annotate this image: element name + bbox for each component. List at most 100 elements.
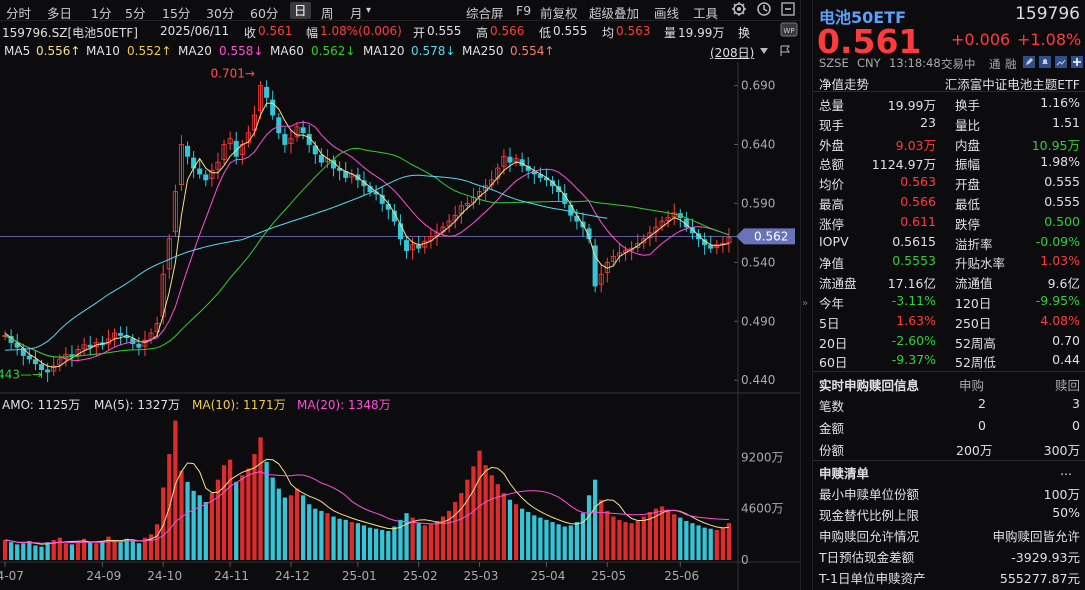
kline-chart[interactable]: 0.690 0.640 0.590 0.540 0.490 0.440 0.562 0.701… (0, 0, 800, 590)
candle-body (507, 156, 513, 163)
volume-tick-label: 0 (741, 553, 749, 567)
chart-icon[interactable] (1055, 56, 1067, 71)
candle-body (197, 168, 203, 175)
stat-value: 0.611 (900, 213, 936, 229)
redemption-row-label: T-1日单位申赎资产 (819, 571, 926, 586)
period-tab-5min[interactable]: 5分 (125, 6, 146, 21)
period-tab-fenshi[interactable]: 分时 (6, 6, 32, 21)
volume-bar (118, 542, 123, 560)
period-tab-15min[interactable]: 15分 (162, 6, 191, 21)
date-tick-label: 24-07 (0, 569, 24, 583)
candle-body (136, 343, 142, 348)
wp-badge-icon[interactable]: WP (780, 22, 798, 41)
gear-icon[interactable] (731, 1, 747, 20)
redemption-title: 申赎清单 (819, 466, 870, 481)
volume-bar (124, 538, 129, 560)
clock-icon[interactable] (756, 1, 772, 20)
volume-bar (538, 517, 543, 560)
flag-icon[interactable] (779, 45, 791, 60)
volume-bar (307, 504, 312, 560)
candle-body (32, 359, 38, 365)
composite-screen-button[interactable]: 综合屏 (466, 6, 504, 21)
sub-row-buy: 2 (978, 396, 986, 411)
ma120-label: MA120 (363, 44, 405, 58)
volume-bar (678, 517, 683, 560)
candle-body (629, 247, 635, 251)
edit-icon[interactable] (1023, 56, 1035, 71)
redemption-row-label: 最小申赎单位份额 (819, 487, 920, 502)
volume-bar (331, 516, 336, 560)
svg-text:WP: WP (783, 27, 794, 35)
period-tab-month[interactable]: 月 (350, 6, 363, 21)
ma5-line (4, 102, 730, 368)
volume-bar (410, 517, 415, 560)
volume-bar (720, 527, 726, 560)
super-overlay-button[interactable]: 超级叠加 (589, 6, 640, 21)
price-tick-label: 0.440 (741, 373, 775, 387)
open-value: 0.555 (427, 24, 462, 38)
candle-body (550, 180, 556, 187)
bell-icon[interactable] (1039, 56, 1051, 71)
stat-value: 19.99万 (887, 98, 936, 113)
currency: CNY (857, 56, 881, 70)
nav-trend-link[interactable]: 净值走势 (819, 77, 870, 92)
volume-bar (21, 543, 26, 560)
volume-bar (300, 495, 306, 560)
stat-value: -2.60% (891, 332, 936, 348)
redemption-more-button[interactable]: ... (1060, 463, 1072, 478)
panel-splitter[interactable]: » (800, 0, 812, 590)
stats-row: 5日 1.63% 250日 4.08% (813, 311, 1085, 331)
candle-body (276, 117, 282, 134)
close-label: 收 (244, 26, 257, 40)
f9-button[interactable]: F9 (516, 3, 532, 18)
ma5-label: MA5 (4, 44, 31, 58)
bar-count-button[interactable]: (208日) (710, 46, 755, 60)
volume-tick-label: 9200万 (741, 450, 784, 464)
forward-adjust-button[interactable]: 前复权 (540, 6, 578, 21)
stat-label: 52周高 (955, 335, 996, 351)
sub-row-label: 笔数 (819, 399, 845, 414)
candle-body (641, 238, 647, 244)
stat-label: 跌停 (955, 216, 981, 232)
period-tab-week[interactable]: 周 (321, 6, 334, 21)
sub-row-sell: 300万 (1043, 443, 1080, 458)
add-watchlist-icon[interactable] (1071, 56, 1083, 71)
period-tab-day[interactable]: 日 (290, 2, 311, 19)
period-tab-60min[interactable]: 60分 (250, 6, 279, 21)
ma120-value: 0.578↓ (411, 44, 456, 58)
collapse-triangle-icon[interactable] (759, 45, 769, 59)
stat-label: 60日 (819, 355, 848, 371)
volume-bar (477, 450, 482, 560)
volume-bar (27, 541, 32, 560)
draw-line-button[interactable]: 画线 (654, 6, 680, 21)
volume-bar (81, 538, 87, 560)
stat-value: 23 (920, 114, 936, 130)
period-dropdown-icon[interactable]: ▾ (366, 5, 372, 16)
stat-value: 0.563 (900, 174, 936, 190)
volume-bar (428, 524, 434, 560)
redemption-row-label: 现金替代比例上限 (819, 508, 920, 523)
candle-body (726, 237, 732, 244)
period-tab-1min[interactable]: 1分 (91, 6, 112, 21)
high-label: 高 (476, 26, 489, 40)
date-tick-label: 25-03 (464, 569, 499, 583)
stat-value: 0.70 (1052, 332, 1080, 348)
candle-body (57, 358, 63, 366)
security-name[interactable]: 电池50ETF (819, 8, 907, 27)
stat-value: 4.08% (1040, 312, 1080, 328)
volume-bar (57, 537, 62, 560)
volume-bar (611, 516, 616, 560)
stat-label: 换手 (955, 98, 981, 113)
redemption-row-value: 100万 (1043, 487, 1080, 502)
volume-bar (234, 481, 239, 560)
tools-button[interactable]: 工具 (693, 6, 719, 21)
stats-row: IOPV 0.5615 溢折率 -0.09% (813, 232, 1085, 252)
period-tab-multiday[interactable]: 多日 (47, 6, 73, 21)
redemption-row: 现金替代比例上限 50% (813, 503, 1085, 523)
period-tab-30min[interactable]: 30分 (206, 6, 235, 21)
expand-chevron-icon[interactable]: » (802, 298, 809, 309)
minimize-icon[interactable] (780, 1, 796, 20)
volume-bar (392, 526, 397, 560)
price-change-pct: +1.08% (1017, 30, 1082, 49)
candle-body (452, 214, 458, 221)
